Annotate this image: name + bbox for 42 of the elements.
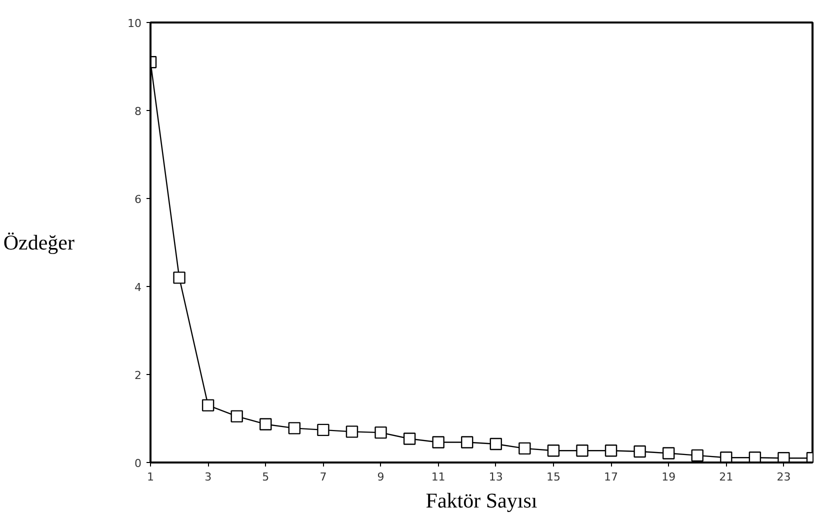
x-tick-label: 7: [320, 470, 327, 484]
point: [317, 424, 330, 436]
point: [778, 452, 790, 462]
point: [576, 444, 588, 457]
point: [461, 436, 474, 448]
point: [202, 399, 214, 412]
y-tick-label: 10: [128, 17, 142, 30]
point: [518, 442, 531, 455]
point: [547, 444, 560, 457]
x-tick-label: 15: [546, 470, 560, 484]
x-axis-title: Faktör Sayısı: [426, 488, 538, 512]
x-tick-label: 19: [662, 470, 676, 484]
point: [260, 418, 272, 430]
y-tick-label: 8: [134, 105, 142, 118]
point: [748, 452, 762, 462]
point: [720, 452, 732, 462]
point: [288, 422, 301, 434]
x-tick-label: 23: [776, 470, 791, 484]
point: [662, 447, 675, 460]
point: [403, 432, 416, 445]
point: [691, 449, 704, 462]
y-tick-label: 4: [134, 281, 142, 294]
x-tick-label: 1: [147, 470, 154, 484]
point: [374, 426, 387, 439]
x-tick-label: 9: [377, 470, 384, 484]
y-tick-label: 0: [134, 457, 142, 470]
point: [230, 410, 243, 422]
y-tick-label: 2: [134, 369, 142, 382]
x-tick-label: 17: [604, 470, 618, 484]
x-tick-label: 3: [204, 470, 212, 484]
y-axis-title: Özdeğer: [3, 230, 75, 254]
point: [432, 436, 444, 448]
y-tick-label: 6: [134, 193, 142, 206]
x-tick-label: 21: [719, 470, 734, 484]
point: [490, 438, 502, 450]
point: [634, 445, 646, 458]
x-tick-label: 11: [431, 470, 446, 484]
point: [346, 426, 358, 438]
x-tick-label: 5: [262, 470, 270, 484]
x-tick-label: 13: [488, 470, 503, 484]
point: [604, 444, 618, 457]
point: [173, 272, 186, 284]
